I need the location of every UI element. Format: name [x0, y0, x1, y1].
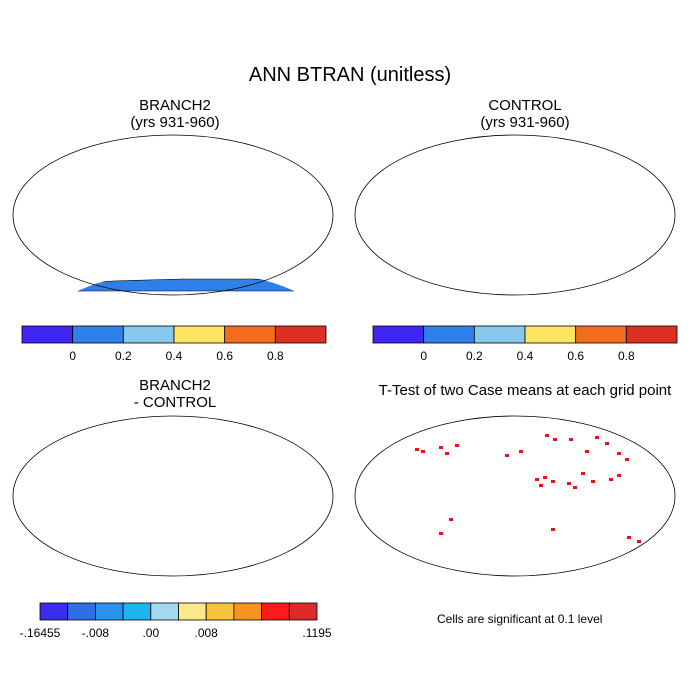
panel3-title-line: BRANCH2: [139, 377, 211, 394]
significant-cell: [551, 528, 555, 531]
colorbar-tick-label: 0.2: [114, 349, 132, 363]
significant-cell: [535, 478, 539, 481]
colorbar-swatch: [524, 325, 577, 344]
colorbar-tick-label: -.16455: [19, 626, 61, 640]
colorbar-tick-label: 0: [420, 349, 427, 363]
colorbar-swatch: [72, 325, 124, 344]
colorbar-tick-label: 0.2: [465, 349, 483, 363]
map-border: [12, 415, 334, 577]
significant-cell: [567, 482, 571, 485]
significant-cell: [581, 472, 585, 475]
colorbar-swatch: [233, 602, 262, 621]
significant-cell: [551, 480, 555, 483]
map-panel-1: [12, 134, 334, 296]
colorbar-3: [39, 602, 318, 621]
map-border: [354, 415, 676, 577]
colorbar-tick-label: 0.8: [617, 349, 635, 363]
significant-cell: [605, 442, 609, 445]
panel3-title: BRANCH2 - CONTROL: [100, 377, 250, 411]
colorbar-swatch: [95, 602, 124, 621]
colorbar-tick-label: -.008: [81, 626, 110, 640]
map-ocean: [13, 135, 333, 295]
map-panel-3: [12, 415, 334, 577]
significant-cell: [591, 480, 595, 483]
map-panel-4: [354, 415, 676, 577]
panel1-title-line: BRANCH2: [139, 97, 211, 114]
significant-cell: [439, 446, 443, 449]
map-panel-2: [354, 134, 676, 296]
panel3-subtitle-line: - CONTROL: [133, 394, 217, 411]
colorbar-swatch: [39, 602, 69, 621]
significant-cell: [445, 452, 449, 455]
main-title: ANN BTRAN (unitless): [248, 64, 452, 86]
panel2-title-line: CONTROL: [488, 97, 562, 114]
colorbar-tick-label: .1195: [302, 626, 332, 640]
significant-cell: [415, 448, 419, 451]
significant-cell: [627, 536, 631, 539]
colorbar-2: [372, 325, 678, 344]
panel1-title: BRANCH2 (yrs 931-960): [100, 97, 250, 131]
colorbar-swatch: [288, 602, 318, 621]
significant-cell: [609, 478, 613, 481]
significant-cell: [573, 486, 577, 489]
colorbar-swatch: [261, 602, 290, 621]
colorbar-swatch: [205, 602, 235, 621]
colorbar-tick-label: 0.8: [266, 349, 284, 363]
colorbar-swatch: [274, 325, 327, 344]
significant-cell: [455, 444, 459, 447]
colorbar-swatch: [423, 325, 475, 344]
map-ocean: [13, 416, 333, 576]
colorbar-swatch: [625, 325, 678, 344]
panel4-title: T-Test of two Case means at each grid po…: [378, 382, 672, 399]
colorbar-swatch: [150, 602, 179, 621]
colorbar-swatch: [575, 325, 627, 344]
colorbar-swatch: [21, 325, 74, 344]
colorbar-tick-label: 0.4: [165, 349, 183, 363]
map-border: [354, 134, 676, 296]
significant-cell: [505, 454, 509, 457]
colorbar-tick-label: 0.6: [567, 349, 584, 363]
colorbar-swatch: [473, 325, 526, 344]
panel2-subtitle-line: (yrs 931-960): [480, 114, 570, 131]
significant-cell: [421, 450, 425, 453]
colorbar-tick-label: 0.6: [216, 349, 233, 363]
significant-cell: [553, 438, 557, 441]
colorbar-swatch: [122, 325, 175, 344]
significant-cell: [569, 438, 573, 441]
map-ocean: [355, 135, 675, 295]
colorbar-swatch: [173, 325, 226, 344]
colorbar-swatch: [67, 602, 96, 621]
colorbar-tick-label: .008: [194, 626, 218, 640]
map-border: [12, 134, 334, 296]
significant-cell: [543, 476, 547, 479]
map-ocean: [355, 416, 675, 576]
significant-cell: [449, 518, 453, 521]
colorbar-swatch: [372, 325, 425, 344]
significant-cell: [595, 436, 599, 439]
colorbar-tick-label: .00: [142, 626, 160, 640]
significant-cell: [585, 450, 589, 453]
significant-cell: [637, 540, 641, 543]
significant-cell: [617, 474, 621, 477]
significant-cell: [439, 532, 443, 535]
panel1-subtitle-line: (yrs 931-960): [130, 114, 220, 131]
colorbar-swatch: [122, 602, 152, 621]
significance-note: Cells are significant at 0.1 level: [437, 612, 603, 626]
colorbar-swatch: [224, 325, 276, 344]
significant-cell: [519, 450, 523, 453]
significant-cell: [617, 452, 621, 455]
significant-cell: [625, 458, 629, 461]
colorbar-tick-label: 0.4: [516, 349, 534, 363]
colorbar-swatch: [178, 602, 207, 621]
panel2-title: CONTROL (yrs 931-960): [450, 97, 600, 131]
significant-cell: [539, 484, 543, 487]
significant-cell: [545, 434, 549, 437]
colorbar-1: [21, 325, 327, 344]
colorbar-tick-label: 0: [69, 349, 76, 363]
